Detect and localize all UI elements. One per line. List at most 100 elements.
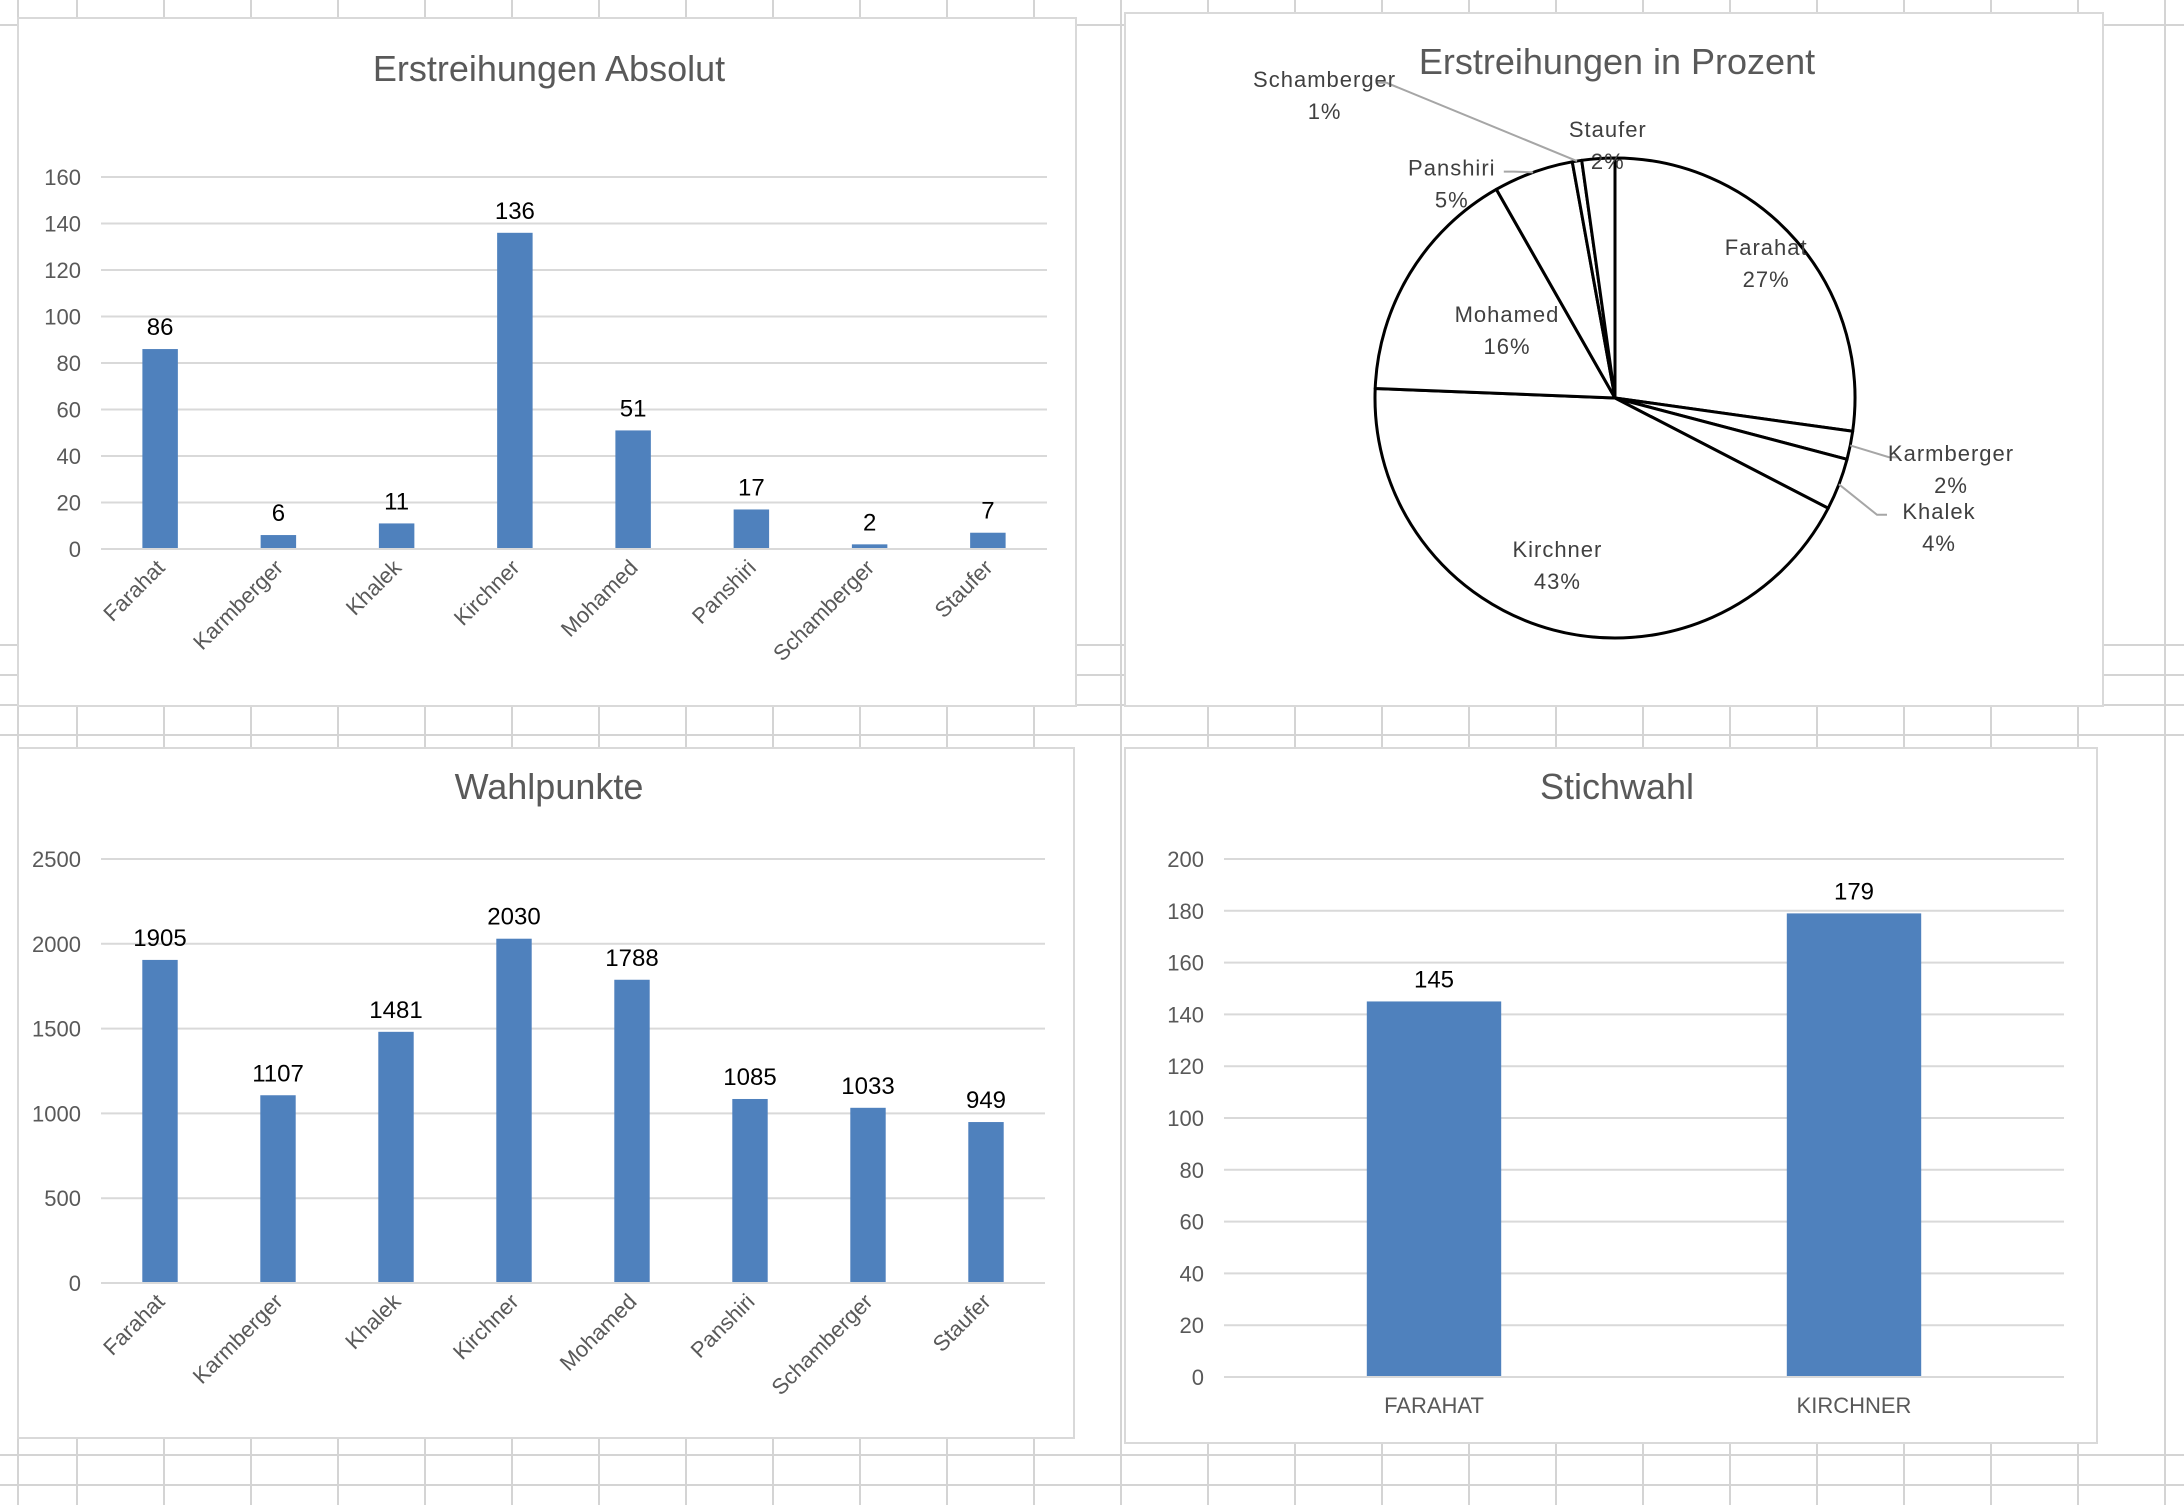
bar[interactable] (378, 523, 415, 549)
slice-percent-label: 27% (1743, 267, 1790, 292)
x-tick-label: Karmberger (188, 555, 288, 655)
y-tick-label: 80 (1180, 1158, 1204, 1183)
pie-slice[interactable] (1580, 156, 1617, 400)
y-tick-label: 2500 (32, 847, 81, 872)
plot-area: 0 500 1000 1500 2000 2500 1905 Farahat 1107 Karmb… (32, 847, 1045, 1400)
data-label: 1788 (605, 945, 658, 972)
y-tick-label: 140 (1167, 1002, 1204, 1027)
x-tick-label: Farahat (98, 1289, 169, 1360)
slice-name-label: Mohamed (1455, 302, 1560, 327)
bar[interactable] (968, 1122, 1004, 1283)
bar[interactable] (850, 1107, 886, 1283)
pie-chart-svg: Erstreihungen in Prozent Farahat 27% Karmb… (1253, 41, 2013, 640)
chart-erstreihungen-absolut[interactable]: Erstreihungen Absolut 0 20 40 60 80 100 120 140… (17, 17, 1077, 707)
data-label: 2 (863, 509, 876, 536)
data-label: 1085 (723, 1064, 776, 1091)
y-tick-label: 0 (69, 537, 81, 562)
slice-name-label: Farahat (1725, 235, 1808, 260)
leader-line (1838, 483, 1887, 516)
y-tick-label: 100 (1167, 1106, 1204, 1131)
x-tick-label: Mohamed (556, 555, 643, 642)
slice-percent-label: 5% (1435, 188, 1469, 213)
x-tick-label: Khalek (341, 554, 407, 620)
bar[interactable] (614, 979, 650, 1283)
bar[interactable] (851, 544, 888, 549)
slice-name-label: Khalek (1902, 499, 1975, 524)
chart-wahlpunkte[interactable]: Wahlpunkte 0 500 1000 1500 2000 2500 1905 Farah… (17, 747, 1075, 1439)
y-tick-label: 500 (44, 1186, 81, 1211)
y-tick-label: 60 (1180, 1210, 1204, 1235)
data-label: 51 (620, 395, 647, 422)
data-label: 179 (1834, 878, 1874, 905)
data-label: 86 (147, 314, 174, 341)
y-tick-label: 120 (1167, 1054, 1204, 1079)
x-tick-label: Kirchner (448, 1289, 524, 1365)
data-label: 1481 (369, 997, 422, 1024)
y-tick-label: 180 (1167, 899, 1204, 924)
pie-slice[interactable] (1613, 156, 1857, 433)
slice-percent-label: 4% (1922, 531, 1956, 556)
leader-line (1376, 81, 1578, 162)
pie-slice[interactable] (1373, 386, 1830, 640)
plot-area: 0 20 40 60 80 100 120 140 160 180 200 145 FARAHAT 179… (1167, 847, 2064, 1418)
x-tick-label: Mohamed (555, 1289, 642, 1376)
x-tick-label: FARAHAT (1384, 1393, 1484, 1418)
bar[interactable] (378, 1031, 414, 1283)
chart-stichwahl[interactable]: Stichwahl 0 20 40 60 80 100 120 140 160 180 200 145… (1124, 747, 2098, 1444)
y-tick-label: 20 (1180, 1313, 1204, 1338)
bar[interactable] (970, 532, 1006, 549)
y-tick-label: 1500 (32, 1017, 81, 1042)
leader-line (1849, 444, 1899, 459)
y-tick-label: 60 (57, 398, 81, 423)
bar[interactable] (142, 959, 178, 1283)
bar-chart-svg: Stichwahl 0 20 40 60 80 100 120 140 160 180 200 145… (1167, 766, 2064, 1418)
bar[interactable] (260, 1095, 296, 1283)
y-tick-label: 160 (44, 165, 81, 190)
data-label: 145 (1414, 966, 1454, 993)
data-label: 1033 (841, 1073, 894, 1100)
x-tick-label: Panshiri (687, 555, 761, 629)
bar[interactable] (733, 509, 770, 549)
x-tick-label: Staufer (930, 555, 998, 623)
bar[interactable] (496, 938, 532, 1283)
bar[interactable] (615, 430, 651, 549)
slice-name-label: Kirchner (1512, 537, 1602, 562)
y-tick-label: 0 (1192, 1365, 1204, 1390)
slice-name-label: Staufer (1569, 117, 1647, 142)
chart-title: Wahlpunkte (455, 766, 644, 807)
y-tick-label: 140 (44, 212, 81, 237)
y-tick-label: 40 (1180, 1261, 1204, 1286)
slice-percent-label: 43% (1534, 569, 1581, 594)
pie-slice[interactable] (1373, 187, 1617, 400)
bar-chart-svg: Wahlpunkte 0 500 1000 1500 2000 2500 1905 Farah… (32, 766, 1045, 1400)
slice-percent-label: 16% (1483, 334, 1530, 359)
bar[interactable] (497, 232, 533, 550)
x-tick-label: Staufer (928, 1289, 996, 1357)
data-label: 2030 (487, 904, 540, 931)
data-label: 11 (384, 488, 409, 515)
y-tick-label: 200 (1167, 847, 1204, 872)
y-tick-label: 1000 (32, 1101, 81, 1126)
y-tick-label: 40 (57, 444, 81, 469)
plot-area: Farahat27%Karmberger2%Khalek4%Kirchner43… (1253, 67, 2013, 640)
data-label: 1107 (252, 1060, 304, 1087)
slice-percent-label: 2% (1934, 473, 1968, 498)
y-tick-label: 2000 (32, 932, 81, 957)
y-tick-label: 120 (44, 258, 81, 283)
chart-erstreihungen-prozent[interactable]: Erstreihungen in Prozent Farahat 27% Karmb… (1124, 12, 2104, 707)
x-tick-label: KIRCHNER (1797, 1393, 1912, 1418)
y-tick-label: 0 (69, 1271, 81, 1296)
data-label: 1905 (133, 925, 186, 952)
bar-chart-svg: Erstreihungen Absolut 0 20 40 60 80 100 120 140… (44, 48, 1047, 666)
x-tick-label: Kirchner (449, 555, 525, 631)
bar[interactable] (260, 535, 297, 549)
data-label: 7 (981, 498, 994, 525)
bar[interactable] (1366, 1001, 1502, 1377)
x-tick-label: Schamberger (766, 1289, 877, 1400)
bar[interactable] (1786, 913, 1922, 1377)
bar[interactable] (732, 1098, 768, 1283)
chart-title: Erstreihungen Absolut (373, 48, 725, 89)
data-label: 949 (966, 1087, 1006, 1114)
slice-percent-label: 1% (1308, 99, 1342, 124)
bar[interactable] (142, 349, 178, 549)
